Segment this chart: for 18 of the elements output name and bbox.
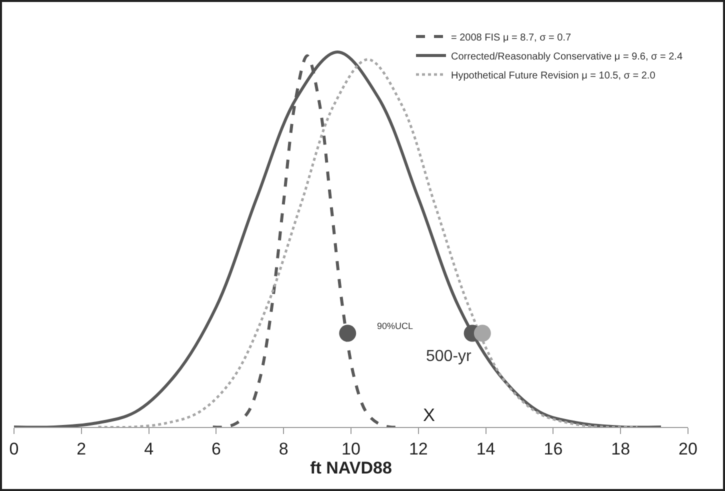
x-tick-label: 20	[678, 439, 698, 458]
x-tick-label: 18	[611, 439, 630, 458]
x-tick-label: 12	[408, 439, 428, 458]
x-tick-label: 10	[342, 439, 360, 458]
x-tick-label: 0	[9, 439, 19, 458]
x-tick-label: 2	[76, 439, 86, 458]
legend-label: Hypothetical Future Revision μ = 10.5, σ = 2.0	[451, 70, 656, 82]
x-tick-label: 8	[278, 439, 288, 458]
x-tick-label: 4	[144, 439, 154, 458]
annotation: 90%UCL	[377, 321, 414, 331]
x-tick-label: 16	[544, 439, 563, 458]
legend-label: Corrected/Reasonably Conservative μ = 9.6, σ = 2.4	[451, 51, 683, 62]
legend-label: = 2008 FIS μ = 8.7, σ = 0.7	[451, 32, 572, 44]
annotation: 500-yr	[426, 348, 472, 365]
annotation: X	[423, 405, 436, 425]
x-axis-title: ft NAVD88	[310, 458, 392, 478]
x-tick-label: 6	[211, 439, 221, 458]
x-tick-label: 14	[476, 439, 496, 458]
